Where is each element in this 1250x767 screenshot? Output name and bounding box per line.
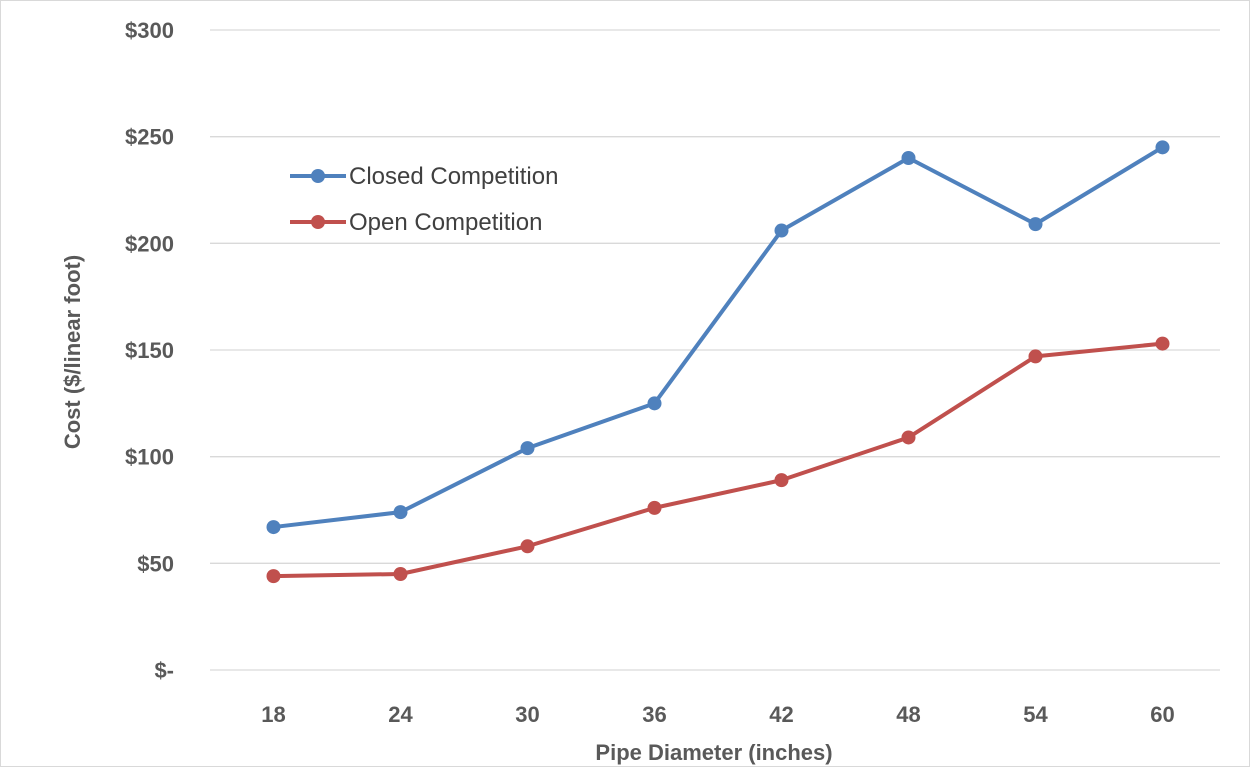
data-point	[393, 567, 408, 581]
data-point	[266, 520, 281, 535]
legend: Closed Competition Open Competition	[290, 163, 558, 236]
x-tick-label: 60	[1150, 702, 1174, 727]
series-line	[271, 145, 1165, 530]
x-tick-label: 24	[388, 702, 413, 727]
x-axis-title: Pipe Diameter (inches)	[595, 740, 832, 765]
series-open-competition	[266, 336, 1170, 584]
data-point	[520, 539, 535, 554]
y-tick-label: $150	[125, 338, 174, 363]
legend-item: Open Competition	[290, 209, 542, 236]
x-tick-label: 18	[261, 702, 285, 727]
data-point	[774, 223, 789, 238]
data-point	[774, 473, 789, 488]
x-tick-label: 30	[515, 702, 539, 727]
data-point	[647, 500, 662, 515]
series-line	[271, 341, 1165, 579]
series-closed-competition	[266, 140, 1170, 535]
data-point	[1155, 336, 1170, 351]
y-tick-label: $-	[154, 658, 174, 683]
y-tick-label: $50	[137, 551, 174, 576]
data-point	[520, 441, 535, 456]
y-tick-label: $250	[125, 125, 174, 150]
legend-item: Closed Competition	[290, 163, 558, 190]
y-axis-ticks: $- $50 $100 $150 $200 $250 $300	[125, 18, 174, 683]
y-axis-title: Cost ($/linear foot)	[60, 255, 85, 449]
x-tick-label: 48	[896, 702, 920, 727]
x-tick-label: 54	[1023, 702, 1048, 727]
legend-marker	[311, 169, 325, 183]
legend-label: Open Competition	[349, 209, 542, 236]
x-axis-ticks: 18 24 30 36 42 48 54 60	[261, 702, 1174, 727]
y-tick-label: $300	[125, 18, 174, 43]
data-point	[901, 430, 916, 445]
x-tick-label: 42	[769, 702, 793, 727]
data-point	[647, 396, 662, 411]
gridlines	[210, 29, 1220, 671]
data-point	[1155, 140, 1170, 155]
data-point	[901, 151, 916, 165]
data-point	[1028, 217, 1043, 232]
data-point	[266, 569, 281, 584]
data-point	[393, 505, 408, 520]
x-tick-label: 36	[642, 702, 666, 727]
legend-marker	[311, 215, 325, 229]
y-tick-label: $200	[125, 231, 174, 256]
y-tick-label: $100	[125, 445, 174, 470]
series-lines	[266, 140, 1170, 584]
legend-label: Closed Competition	[349, 163, 558, 190]
data-point	[1028, 349, 1043, 364]
